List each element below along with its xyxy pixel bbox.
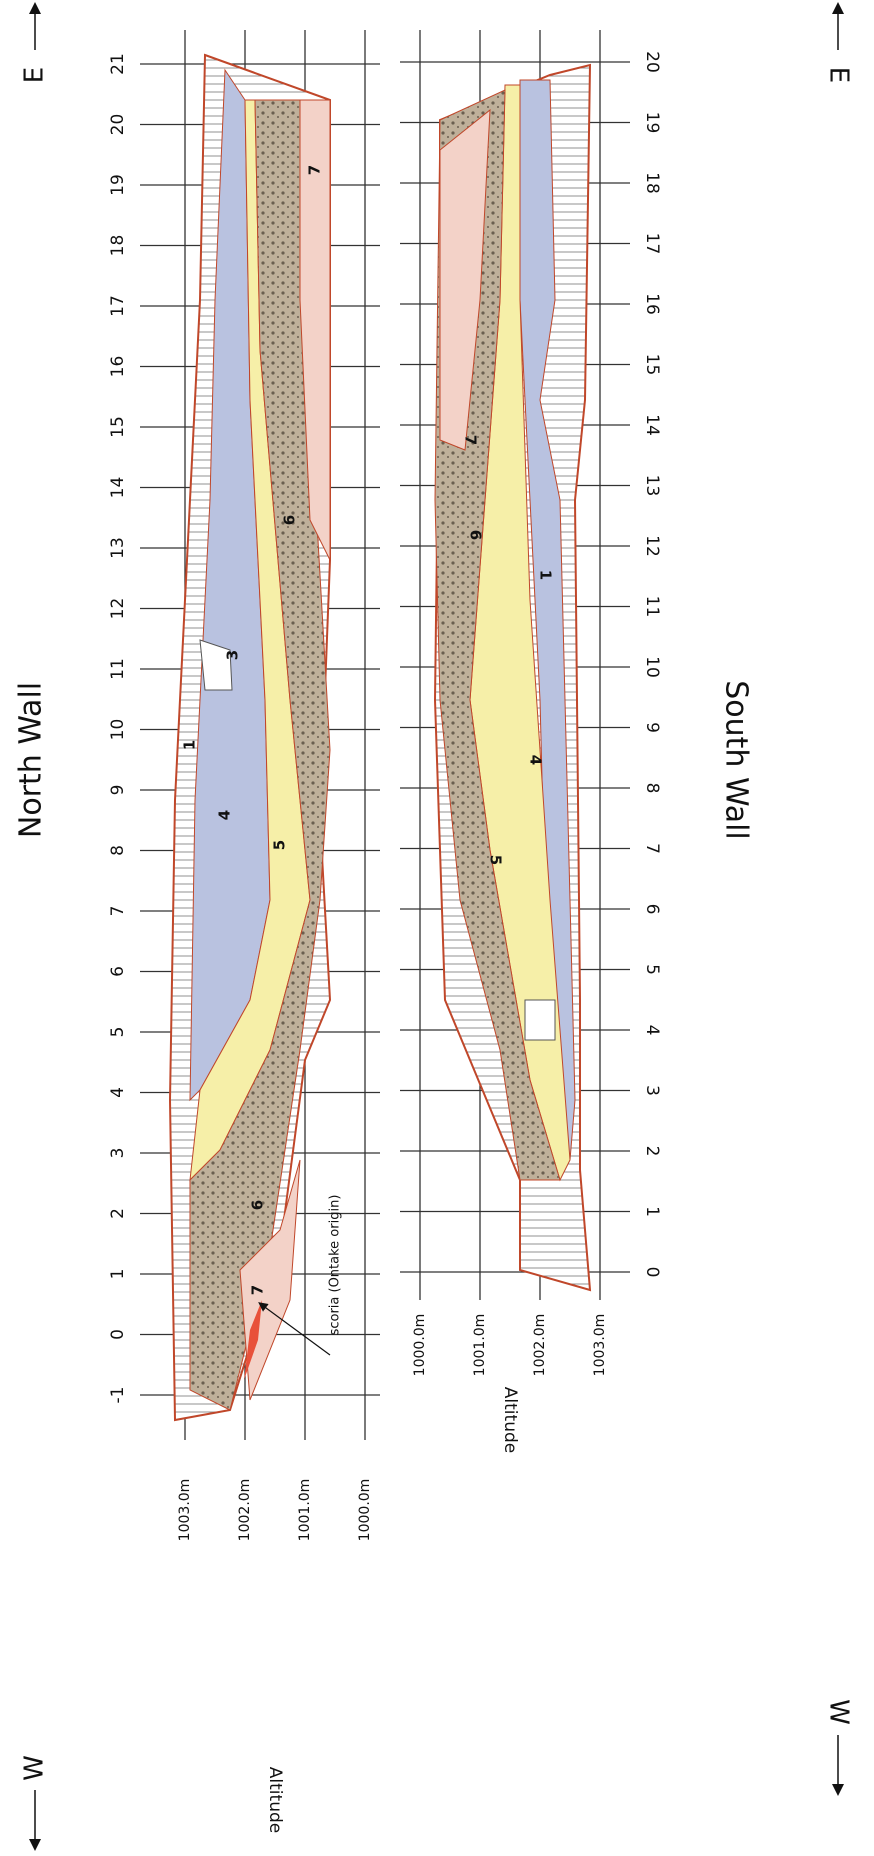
layer-label: 5 (271, 840, 289, 850)
east-label: E (824, 67, 854, 83)
altitude-title: Altitude (265, 1767, 285, 1833)
distance-label: 5 (642, 964, 662, 975)
altitude-label: 1003.0m (592, 1314, 608, 1377)
distance-label: 15 (642, 354, 662, 376)
distance-label: 5 (108, 1027, 128, 1038)
distance-label: 16 (642, 293, 662, 315)
distance-label: 8 (108, 845, 128, 856)
layer-label: 6 (467, 530, 485, 540)
distance-label: 3 (642, 1085, 662, 1096)
distance-label: 12 (642, 535, 662, 557)
distance-label: 2 (642, 1146, 662, 1157)
distance-label: 12 (108, 598, 128, 620)
south-wall-section (435, 65, 590, 1290)
direction-arrows (35, 8, 838, 1845)
distance-label: 17 (108, 295, 128, 317)
distance-label: -1 (108, 1387, 128, 1404)
distance-label: 9 (642, 722, 662, 733)
east-label: E (20, 67, 50, 83)
distance-label: 10 (642, 656, 662, 678)
altitude-label: 1002.0m (237, 1479, 253, 1542)
distance-label: 19 (642, 112, 662, 134)
distance-label: 1 (642, 1206, 662, 1217)
layer-label: 1 (181, 740, 199, 750)
distance-label: 21 (108, 53, 128, 75)
distance-label: 18 (642, 172, 662, 194)
distance-label: 6 (642, 904, 662, 915)
distance-label: 11 (108, 658, 128, 680)
altitude-label: 1002.0m (532, 1314, 548, 1377)
annotation: scoria (Ontake origin) (328, 1195, 343, 1336)
west-label: W (20, 1755, 50, 1781)
north-wall-section (170, 55, 330, 1420)
altitude-label: 1000.0m (412, 1314, 428, 1377)
distance-label: 13 (642, 475, 662, 497)
distance-label: 13 (108, 537, 128, 559)
distance-label: 17 (642, 233, 662, 255)
distance-label: 3 (108, 1148, 128, 1159)
layer-label: 6 (281, 515, 299, 525)
altitude-label: 1001.0m (472, 1314, 488, 1377)
distance-label: 8 (642, 783, 662, 794)
distance-label: 15 (108, 416, 128, 438)
distance-label: 4 (108, 1087, 128, 1098)
distance-label: 0 (642, 1267, 662, 1278)
distance-label: 20 (642, 51, 662, 73)
layer-label: 7 (249, 1285, 267, 1295)
distance-label: 16 (108, 356, 128, 378)
layer-label: 3 (224, 650, 242, 660)
layer-label: 7 (462, 435, 480, 445)
distance-label: 14 (108, 477, 128, 499)
layer-label: 7 (306, 165, 324, 175)
distance-label: 2 (108, 1208, 128, 1219)
distance-label: 6 (108, 966, 128, 977)
distance-label: 14 (642, 414, 662, 436)
distance-label: 20 (108, 114, 128, 136)
layer-label: 4 (527, 755, 545, 765)
distance-label: 0 (108, 1329, 128, 1340)
distance-label: 9 (108, 785, 128, 796)
distance-label: 1 (108, 1269, 128, 1280)
layer-label: 4 (216, 810, 234, 820)
distance-label: 7 (108, 906, 128, 917)
altitude-label: 1003.0m (177, 1479, 193, 1542)
west-label: W (824, 1699, 854, 1725)
section-diagram: E E W W North Wall South Wall Altitude A… (0, 0, 874, 1856)
distance-label: 18 (108, 235, 128, 257)
distance-label: 7 (642, 843, 662, 854)
north-wall-title: North Wall (14, 682, 49, 838)
distance-label: 19 (108, 174, 128, 196)
distance-label: 10 (108, 719, 128, 741)
layer-label: 5 (487, 855, 505, 865)
distance-label: 11 (642, 596, 662, 618)
south-wall-title: South Wall (719, 680, 754, 840)
altitude-label: 1000.0m (357, 1479, 373, 1542)
altitude-label: 1001.0m (297, 1479, 313, 1542)
altitude-title: Altitude (500, 1387, 520, 1453)
layer-label: 1 (537, 570, 555, 580)
layer-label: 6 (249, 1200, 267, 1210)
distance-label: 4 (642, 1025, 662, 1036)
